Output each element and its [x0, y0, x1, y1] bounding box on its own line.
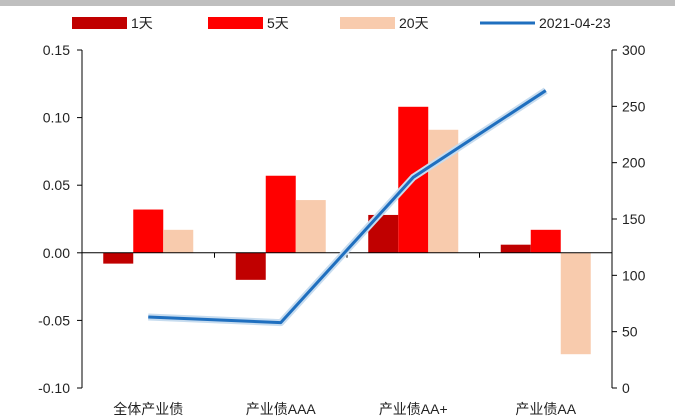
line-series-2021-04-23 [148, 89, 547, 325]
bar-1 [500, 244, 531, 253]
bar-2 [133, 209, 164, 253]
category-label: 全体产业债 [113, 401, 183, 417]
legend-label: 1天 [131, 15, 153, 31]
bar-1 [103, 252, 134, 264]
bar-2 [530, 229, 561, 253]
bar-3 [163, 229, 194, 253]
right-tick-label: 300 [622, 42, 646, 58]
legend-label: 2021-04-23 [539, 15, 611, 31]
category-label: 产业债AA [515, 401, 576, 417]
category-label: 产业债AAA [246, 401, 317, 417]
left-tick-label: 0.15 [43, 42, 70, 58]
left-tick-label: 0.05 [43, 177, 70, 193]
right-tick-label: 100 [622, 267, 646, 283]
left-tick-label: -0.05 [38, 312, 70, 328]
bar-1 [235, 252, 266, 280]
right-tick-label: 50 [622, 324, 638, 340]
left-tick-label: -0.10 [38, 380, 70, 396]
line-series-glow [148, 87, 548, 327]
bar-3 [560, 252, 591, 355]
legend-label: 5天 [267, 15, 289, 31]
category-label: 产业债AA+ [379, 401, 448, 417]
legend-label: 20天 [399, 15, 429, 31]
right-tick-label: 0 [622, 380, 630, 396]
bar-2 [265, 175, 296, 253]
left-tick-label: 0.00 [43, 245, 70, 261]
legend-swatch [340, 17, 395, 29]
legend-swatch [72, 17, 127, 29]
bar-3 [295, 200, 326, 253]
right-tick-label: 250 [622, 98, 646, 114]
left-tick-label: 0.10 [43, 110, 70, 126]
right-tick-label: 150 [622, 211, 646, 227]
legend-swatch [208, 17, 263, 29]
top-band [0, 0, 675, 6]
right-tick-label: 200 [622, 155, 646, 171]
